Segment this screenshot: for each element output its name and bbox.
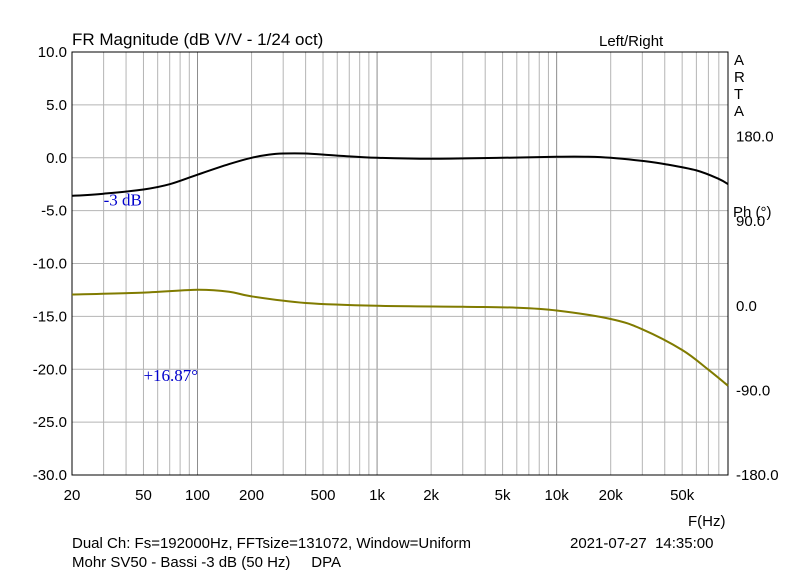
chart-title: FR Magnitude (dB V/V - 1/24 oct) xyxy=(72,30,323,49)
plot-frame xyxy=(71,51,729,476)
x-tick-label: 20k xyxy=(599,487,624,504)
y-tick-label: 10.0 xyxy=(38,44,67,61)
footer-measurement-name: Mohr SV50 - Bassi -3 dB (50 Hz) DPA xyxy=(72,554,341,571)
series-layer xyxy=(71,152,729,387)
y-tick-label: -20.0 xyxy=(33,361,67,378)
brand-letter: A xyxy=(734,52,744,69)
y-tick-label: 5.0 xyxy=(46,97,67,114)
y-tick-label: 0.0 xyxy=(46,150,67,167)
y-tick-label: -5.0 xyxy=(41,203,67,220)
x-tick-label: 200 xyxy=(239,487,264,504)
x-tick-label: 50k xyxy=(670,487,695,504)
x-tick-label: 50 xyxy=(135,487,152,504)
x-axis-label: F(Hz) xyxy=(688,513,726,530)
right-axis-label: Ph (°) xyxy=(733,204,772,221)
x-tick-label: 500 xyxy=(311,487,336,504)
x-tick-label: 1k xyxy=(369,487,385,504)
y-tick-label: -10.0 xyxy=(33,256,67,273)
annotation-layer: -3 dB +16.87° xyxy=(104,190,198,385)
cursor-readout: -3 dB xyxy=(104,190,142,209)
footer-timestamp: 2021-07-27 14:35:00 xyxy=(570,535,713,552)
y-tick-label: -15.0 xyxy=(33,308,67,325)
y-right-tick-label: 180.0 xyxy=(736,129,774,146)
x-tick-label: 10k xyxy=(545,487,570,504)
magnitude-curve xyxy=(71,152,729,197)
y-right-tick-label: -90.0 xyxy=(736,382,770,399)
cursor-readout: +16.87° xyxy=(143,366,198,385)
y-right-tick-label: -180.0 xyxy=(736,467,779,484)
footer-settings: Dual Ch: Fs=192000Hz, FFTsize=131072, Wi… xyxy=(72,535,471,552)
x-tick-label: 5k xyxy=(495,487,511,504)
brand-letter: T xyxy=(734,86,743,103)
y-right-tick-label: 90.0 xyxy=(736,213,765,230)
x-tick-label: 100 xyxy=(185,487,210,504)
y-tick-label: -25.0 xyxy=(33,414,67,431)
grid-layer xyxy=(72,52,728,475)
x-tick-label: 2k xyxy=(423,487,439,504)
y-tick-label: -30.0 xyxy=(33,467,67,484)
x-tick-label: 20 xyxy=(64,487,81,504)
channel-label: Left/Right xyxy=(599,33,664,50)
tick-layer: 20 50 100 200 500 1k 2k 5k 10k 20k 50k 10.0 5.0 0.0 -5… xyxy=(33,44,779,504)
phase-curve xyxy=(71,288,729,387)
brand-letter: A xyxy=(734,103,744,120)
brand-letter: R xyxy=(734,69,745,86)
y-right-tick-label: 0.0 xyxy=(736,298,757,315)
